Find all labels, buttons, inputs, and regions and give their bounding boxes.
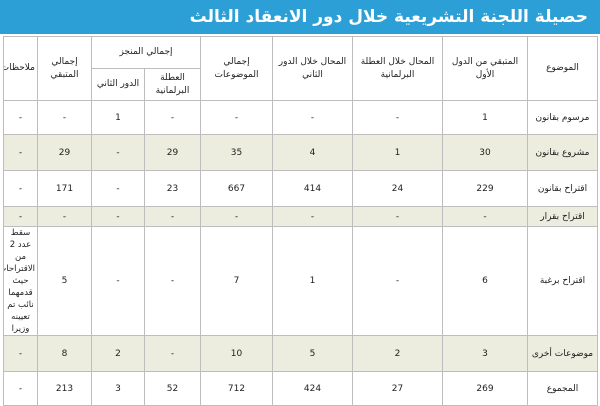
cell-total-remaining: 171 (37, 170, 92, 207)
table-row: مشروع بقانون 30 1 4 35 29 - 29 - (3, 134, 598, 171)
cell-remaining-first: 30 (442, 134, 528, 171)
cell-referred-second: 414 (272, 170, 353, 207)
cell-done-recess: - (144, 100, 201, 135)
statistics-table: الموضوع المتبقي من الدول الأول المحال خل… (3, 36, 598, 406)
cell-notes: - (3, 371, 38, 406)
cell-remaining-first: - (442, 206, 528, 227)
table-row: اقتراح برغبة 6 - 1 7 - - 5 سقط عدد 2 من … (3, 226, 598, 336)
cell-total-remaining: 213 (37, 371, 92, 406)
header-done-recess: العطلة البرلمانية (144, 68, 201, 101)
header-referred-recess: المحال خلال العطلة البرلمانية (352, 36, 443, 101)
cell-done-recess: 52 (144, 371, 201, 406)
cell-referred-recess: 2 (352, 335, 443, 372)
cell-notes: - (3, 100, 38, 135)
cell-remaining-first: 229 (442, 170, 528, 207)
cell-done-second: 3 (91, 371, 145, 406)
cell-total-topics: 35 (200, 134, 273, 171)
cell-done-recess: 29 (144, 134, 201, 171)
cell-remaining-first: 269 (442, 371, 528, 406)
cell-total-remaining: - (37, 100, 92, 135)
cell-done-recess: - (144, 226, 201, 336)
cell-referred-recess: 27 (352, 371, 443, 406)
row-topic: المجموع (527, 371, 598, 406)
header-notes: ملاحظات (3, 36, 38, 101)
row-topic: مرسوم بقانون (527, 100, 598, 135)
cell-referred-second: - (272, 100, 353, 135)
header-done-second: الدور الثاني (91, 68, 145, 101)
cell-referred-recess: 24 (352, 170, 443, 207)
cell-done-second: - (91, 170, 145, 207)
header-referred-second: المحال خلال الدور الثاني (272, 36, 353, 101)
cell-referred-recess: - (352, 100, 443, 135)
row-topic: مشروع بقانون (527, 134, 598, 171)
cell-referred-recess: - (352, 206, 443, 227)
cell-done-second: - (91, 206, 145, 227)
row-topic: اقتراح برغبة (527, 226, 598, 336)
table-row: اقتراح بقرار - - - - - - - - (3, 206, 598, 227)
header-row-sub: العطلة البرلمانية الدور الثاني (4, 68, 598, 101)
row-topic: اقتراح بقرار (527, 206, 598, 227)
cell-referred-second: 424 (272, 371, 353, 406)
page-title: حصيلة اللجنة التشريعية خلال دور الانعقاد… (0, 0, 600, 34)
cell-total-topics: - (200, 100, 273, 135)
cell-done-second: 1 (91, 100, 145, 135)
cell-referred-recess: - (352, 226, 443, 336)
cell-done-recess: - (144, 206, 201, 227)
cell-done-second: 2 (91, 335, 145, 372)
header-total-remaining: إجمالي المتبقي (37, 36, 92, 101)
cell-total-topics: 667 (200, 170, 273, 207)
cell-remaining-first: 3 (442, 335, 528, 372)
cell-remaining-first: 1 (442, 100, 528, 135)
header-remaining-first: المتبقي من الدول الأول (442, 36, 528, 101)
row-topic: موضوعات أخرى (527, 335, 598, 372)
header-row-top: الموضوع المتبقي من الدول الأول المحال خل… (3, 36, 598, 101)
row-topic: اقتراح بقانون (527, 170, 598, 207)
cell-total-remaining: 5 (37, 226, 92, 336)
header-total-topics: إجمالي الموضوعات (200, 36, 273, 101)
cell-remaining-first: 6 (442, 226, 528, 336)
table-row: اقتراح بقانون 229 24 414 667 23 - 171 - (3, 170, 598, 207)
cell-notes: سقط عدد 2 من الاقتراحات حيث قدمهما نائب … (3, 226, 38, 336)
cell-total-remaining: 29 (37, 134, 92, 171)
cell-done-recess: - (144, 335, 201, 372)
cell-total-topics: 712 (200, 371, 273, 406)
table-row-total: المجموع 269 27 424 712 52 3 213 - (3, 371, 598, 406)
cell-total-topics: 7 (200, 226, 273, 336)
cell-done-second: - (91, 226, 145, 336)
cell-total-topics: 10 (200, 335, 273, 372)
cell-referred-recess: 1 (352, 134, 443, 171)
cell-referred-second: 4 (272, 134, 353, 171)
header-topic: الموضوع (527, 36, 598, 101)
cell-referred-second: 5 (272, 335, 353, 372)
cell-notes: - (3, 206, 38, 227)
header-total-done: إجمالي المنجز (91, 36, 201, 69)
cell-notes: - (3, 170, 38, 207)
cell-done-recess: 23 (144, 170, 201, 207)
table-row: مرسوم بقانون 1 - - - - 1 - - (3, 100, 598, 135)
cell-total-topics: - (200, 206, 273, 227)
cell-notes: - (3, 134, 38, 171)
cell-total-remaining: 8 (37, 335, 92, 372)
cell-notes: - (3, 335, 38, 372)
table-row: موضوعات أخرى 3 2 5 10 - 2 8 - (3, 335, 598, 372)
cell-done-second: - (91, 134, 145, 171)
cell-referred-second: - (272, 206, 353, 227)
cell-total-remaining: - (37, 206, 92, 227)
cell-referred-second: 1 (272, 226, 353, 336)
